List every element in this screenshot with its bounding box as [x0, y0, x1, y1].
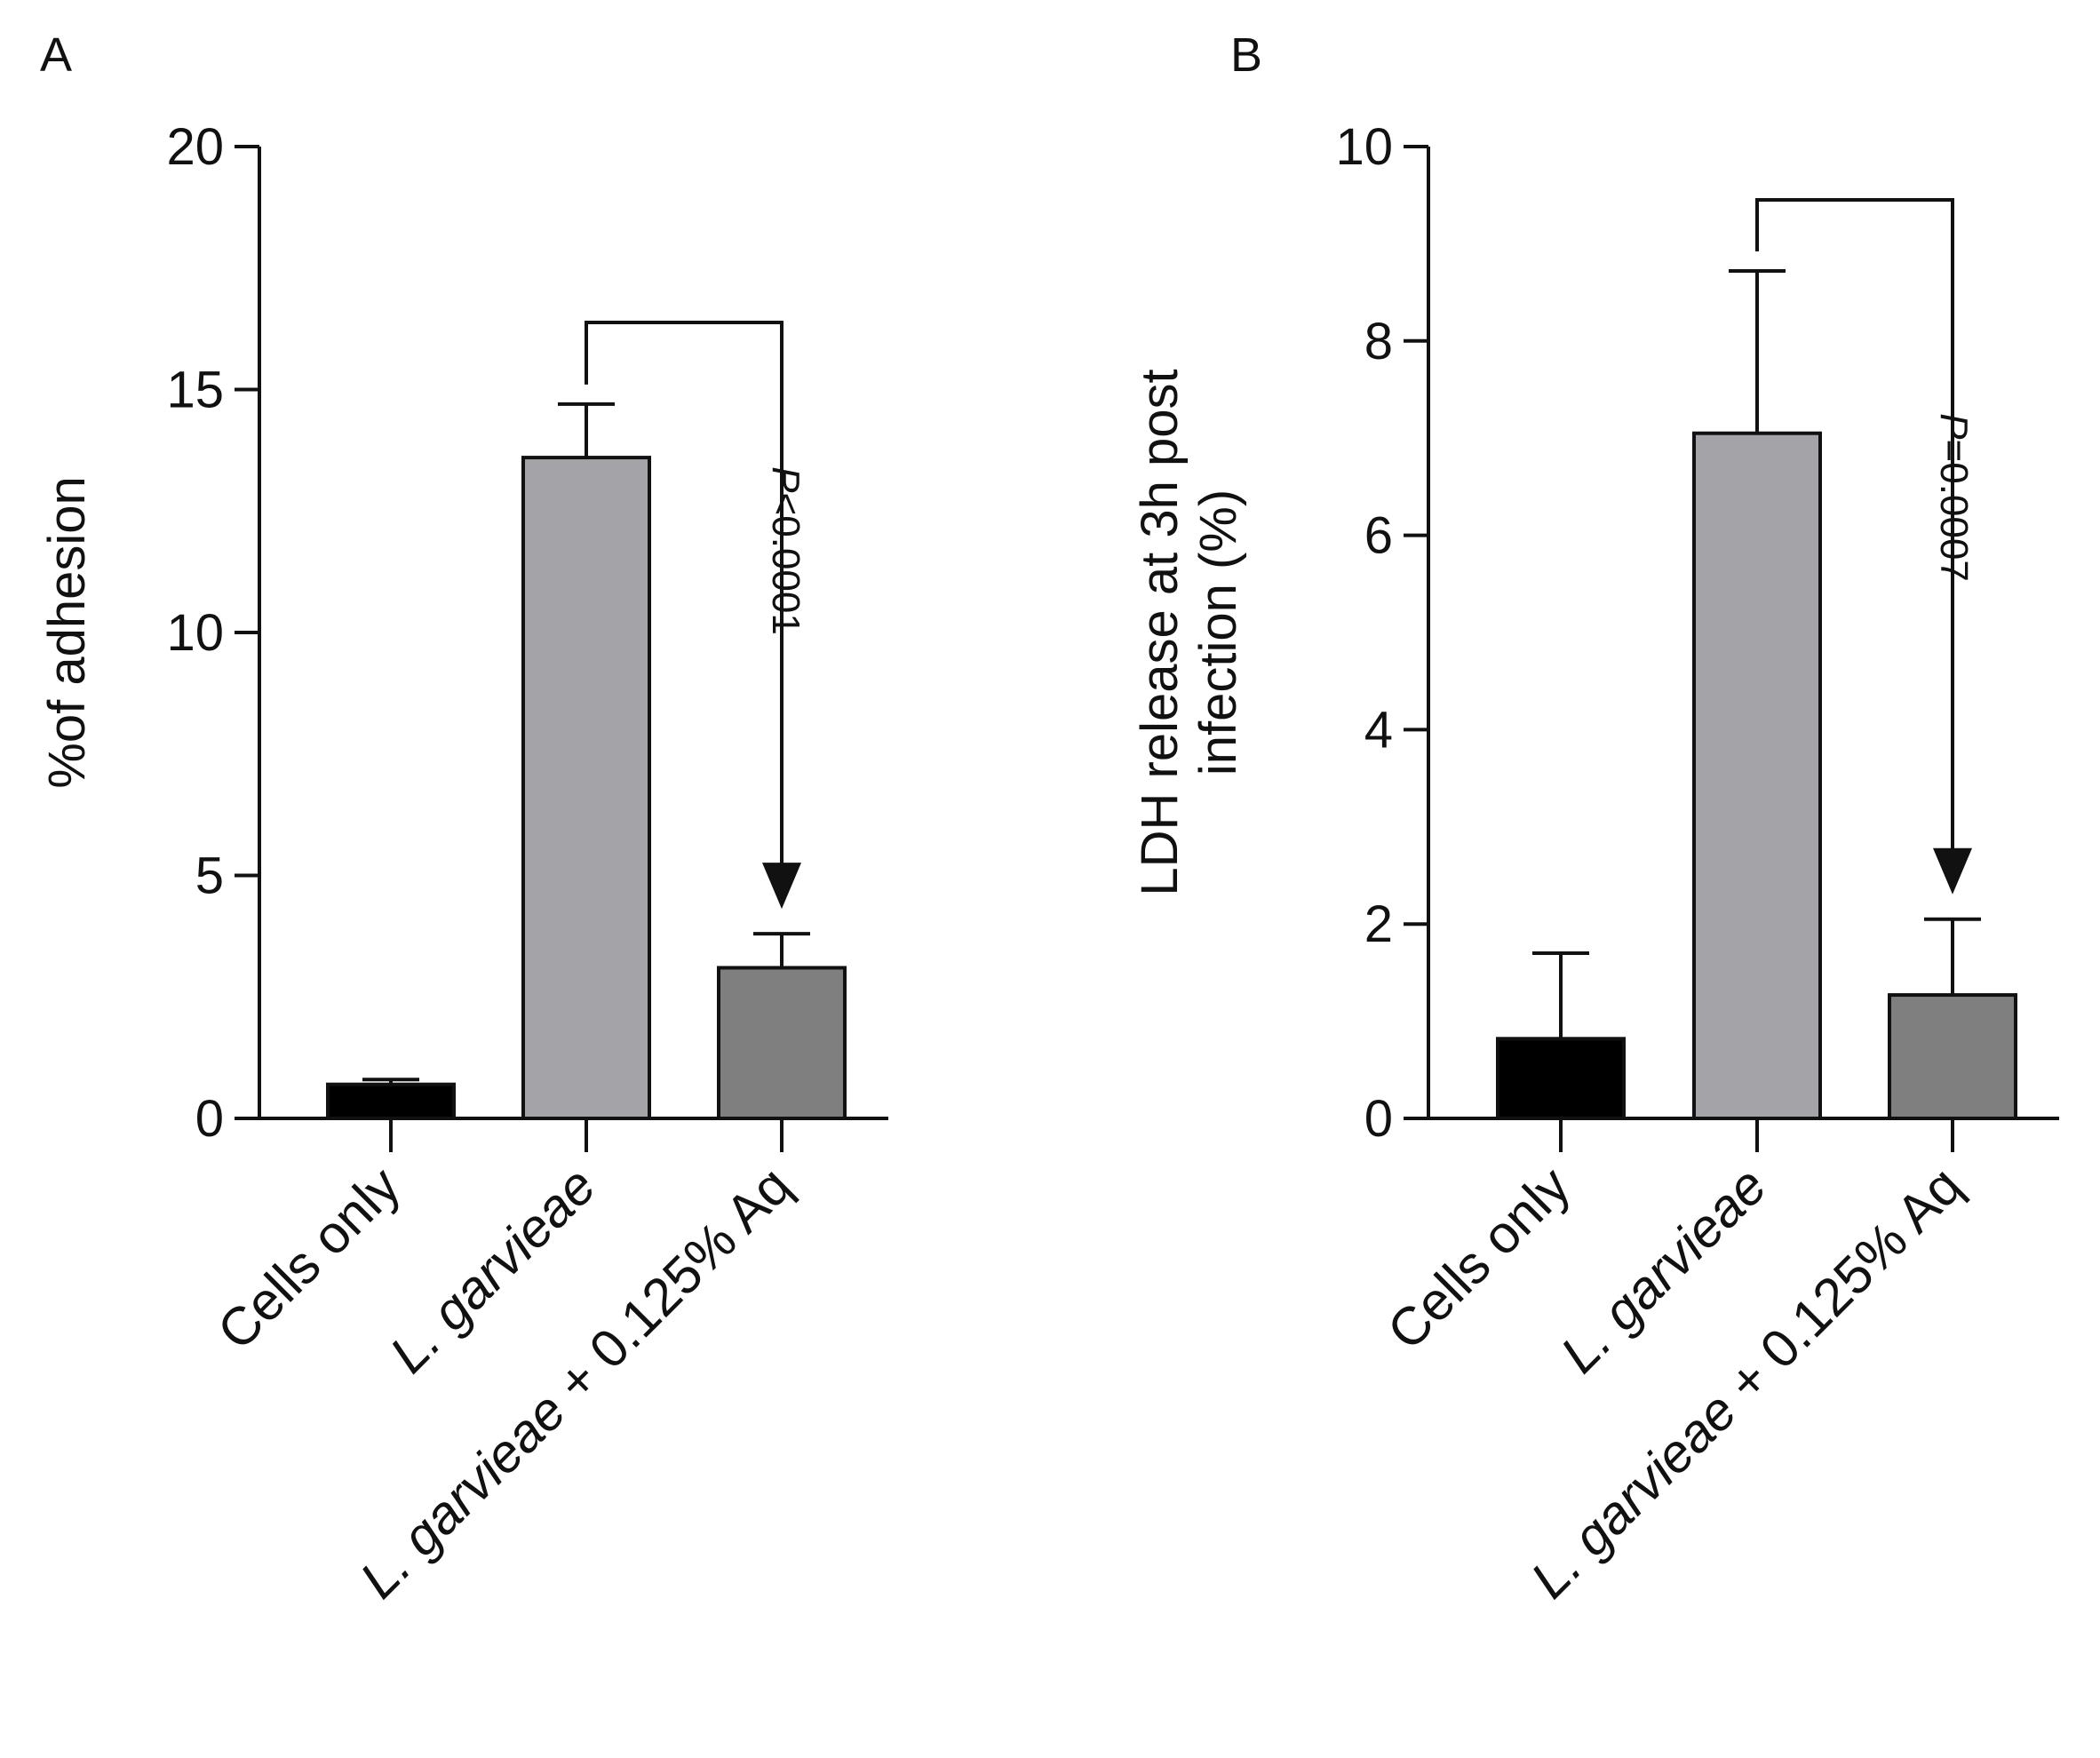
- p-value-text: <0.0001: [764, 493, 807, 635]
- significance-bracket: [1755, 198, 1954, 852]
- panel-letter: B: [1230, 28, 1262, 82]
- y-tick-label: 5: [195, 847, 224, 905]
- y-tick-label: 8: [1364, 313, 1393, 370]
- bar: [1496, 1037, 1626, 1120]
- category-label-italic: L. garvieae: [1519, 1380, 1747, 1609]
- p-value-label: P<0.0001: [764, 466, 807, 635]
- y-tick-label: 10: [166, 604, 224, 662]
- panel-letter: A: [40, 28, 72, 82]
- significance-arrowhead: [1933, 847, 1972, 895]
- bar: [521, 456, 651, 1120]
- y-tick-label: 15: [166, 362, 224, 419]
- category-label-text: Cells only: [1376, 1156, 1581, 1361]
- p-value-symbol: P: [764, 466, 807, 493]
- panel-b-chart: B LDH release at 3h post infection (%) 0 2 4 6…: [1131, 28, 2059, 1610]
- y-tick-label: 2: [1364, 895, 1393, 953]
- bar: [1888, 993, 2017, 1121]
- p-value-label: P=0.0007: [1932, 413, 1976, 582]
- bar: [717, 966, 847, 1121]
- y-tick-label: 4: [1364, 701, 1393, 759]
- bar: [326, 1082, 456, 1120]
- y-tick-label: 10: [1335, 118, 1393, 176]
- category-label-italic: L. garvieae: [348, 1380, 577, 1609]
- category-label-text: Cells only: [206, 1156, 411, 1361]
- y-axis-title: %of adhesion: [38, 476, 96, 788]
- y-axis-title-line: infection (%): [1189, 489, 1247, 776]
- category-label: Cells only: [1376, 1156, 1581, 1361]
- p-value-text: =0.0007: [1932, 440, 1976, 582]
- y-tick-label: 6: [1364, 507, 1393, 565]
- bar: [1692, 431, 1822, 1121]
- y-tick-label: 0: [1364, 1090, 1393, 1148]
- significance-bracket: [585, 321, 784, 867]
- y-axis-title-line: LDH release at 3h post: [1131, 369, 1189, 895]
- significance-arrowhead: [762, 863, 801, 910]
- p-value-symbol: P: [1932, 413, 1976, 440]
- y-tick-label: 20: [166, 118, 224, 176]
- y-tick-label: 0: [195, 1090, 224, 1148]
- category-label: Cells only: [206, 1156, 411, 1361]
